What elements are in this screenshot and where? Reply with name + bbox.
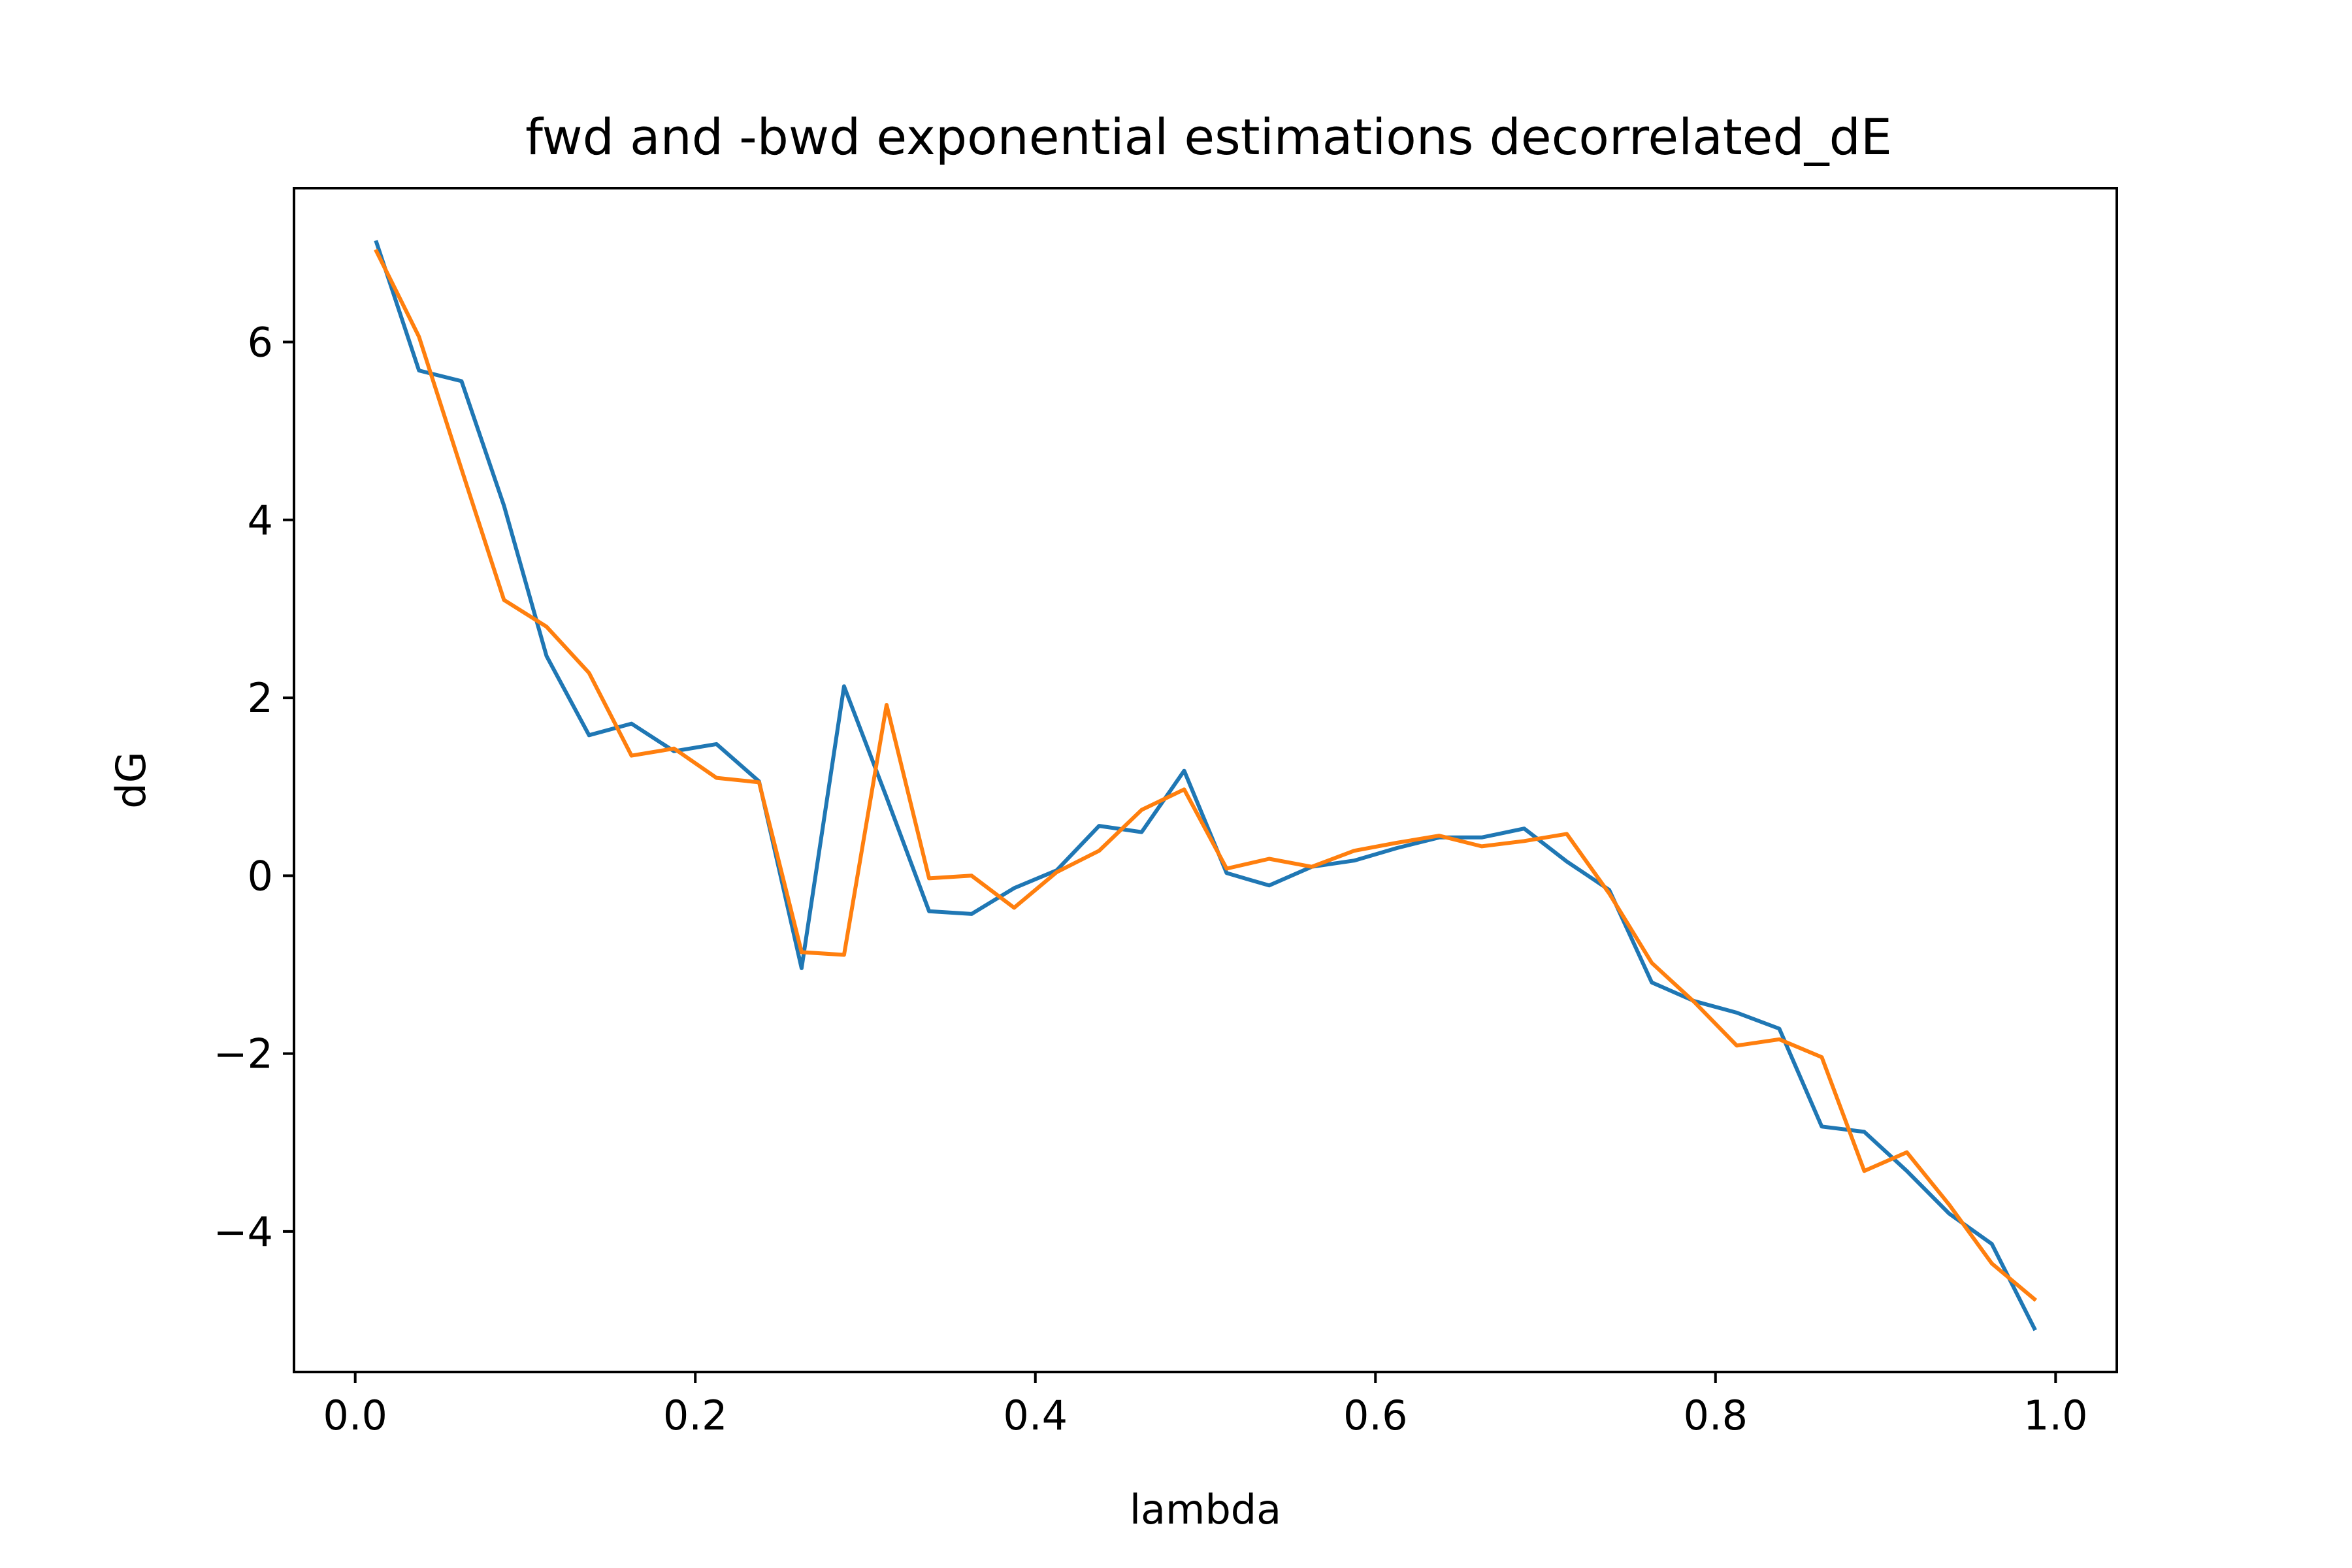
chart-title: fwd and -bwd exponential estimations dec… (525, 108, 1892, 166)
y-tick-label: 0 (248, 852, 273, 900)
plot-frame (293, 187, 2118, 1373)
series-layer (374, 240, 2038, 1331)
y-tick-label: 2 (248, 674, 273, 722)
ticks-layer: 0.0 0.2 0.4 0.6 0.8 1.0 −4 −2 0 2 4 6 (214, 319, 2088, 1439)
y-tick-label: 6 (248, 319, 273, 367)
x-axis-label: lambda (1130, 1486, 1281, 1533)
x-tick-label: 0.6 (1343, 1392, 1408, 1439)
x-tick-label: 1.0 (2023, 1392, 2088, 1439)
x-tick-label: 0.0 (323, 1392, 387, 1439)
y-tick-label: −4 (214, 1208, 273, 1256)
y-axis-label: dG (107, 751, 155, 808)
x-tick-label: 0.2 (663, 1392, 728, 1439)
y-tick-label: −2 (214, 1030, 273, 1078)
series-line-1 (374, 240, 2037, 1331)
series-line-2 (374, 248, 2038, 1302)
y-tick-label: 4 (248, 497, 273, 544)
x-tick-label: 0.4 (1003, 1392, 1068, 1439)
x-tick-label: 0.8 (1683, 1392, 1748, 1439)
